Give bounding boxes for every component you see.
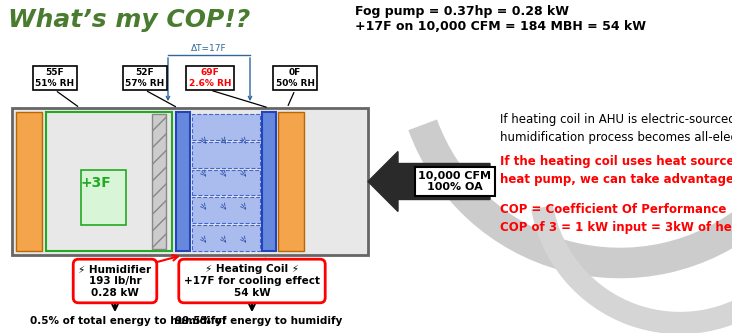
Text: ΔT=17F: ΔT=17F	[191, 44, 227, 53]
Text: COP = Coefficient Of Performance
COP of 3 = 1 kW input = 3kW of heat output: COP = Coefficient Of Performance COP of …	[500, 203, 732, 234]
Bar	[192, 142, 260, 167]
Bar	[192, 197, 260, 223]
FancyArrow shape	[368, 152, 490, 211]
Bar	[192, 169, 260, 195]
Text: 55F
51% RH: 55F 51% RH	[35, 68, 75, 88]
Text: If the heating coil uses heat sourced from a
heat pump, we can take advantage of: If the heating coil uses heat sourced fr…	[500, 155, 732, 186]
Text: +3F: +3F	[81, 176, 111, 190]
Bar	[152, 114, 166, 249]
Text: What’s my COP!?: What’s my COP!?	[8, 8, 250, 32]
Text: 52F
57% RH: 52F 57% RH	[125, 68, 165, 88]
Text: 0.5% of total energy to humidify!: 0.5% of total energy to humidify!	[30, 316, 227, 326]
Bar	[46, 112, 172, 251]
Bar	[262, 112, 276, 251]
Text: 10,000 CFM
100% OA: 10,000 CFM 100% OA	[419, 171, 491, 192]
Bar	[12, 108, 368, 255]
Bar	[16, 112, 42, 251]
Text: 69F
2.6% RH: 69F 2.6% RH	[189, 68, 231, 88]
Text: +17F on 10,000 CFM = 184 MBH = 54 kW: +17F on 10,000 CFM = 184 MBH = 54 kW	[355, 20, 646, 33]
Bar	[176, 112, 190, 251]
Bar	[81, 170, 126, 225]
Bar	[192, 114, 260, 140]
Bar	[192, 225, 260, 251]
Bar	[278, 112, 304, 251]
Text: 99.5% of energy to humidify: 99.5% of energy to humidify	[175, 316, 343, 326]
Text: 0F
50% RH: 0F 50% RH	[275, 68, 315, 88]
Text: Fog pump = 0.37hp = 0.28 kW: Fog pump = 0.37hp = 0.28 kW	[355, 5, 569, 18]
Text: If heating coil in AHU is electric-sourced,
humidification process becomes all-e: If heating coil in AHU is electric-sourc…	[500, 113, 732, 144]
Text: ⚡ Heating Coil ⚡
+17F for cooling effect
54 kW: ⚡ Heating Coil ⚡ +17F for cooling effect…	[184, 264, 320, 298]
Text: ⚡ Humidifier
193 lb/hr
0.28 kW: ⚡ Humidifier 193 lb/hr 0.28 kW	[78, 264, 152, 298]
